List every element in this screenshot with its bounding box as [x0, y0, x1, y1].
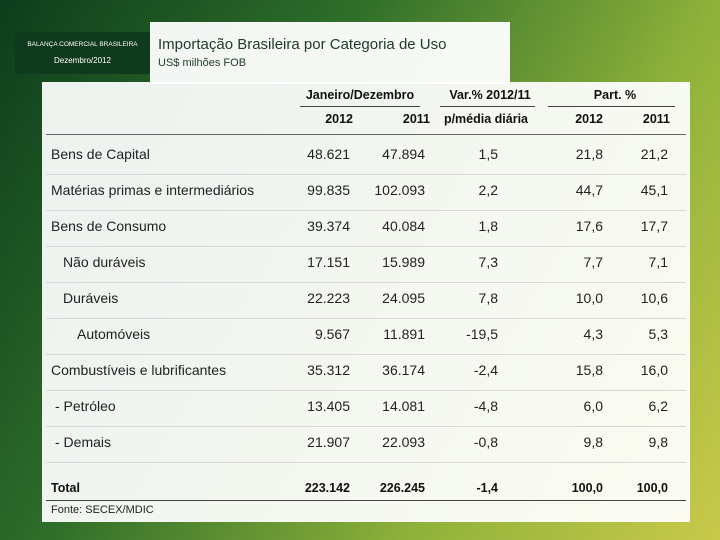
sub-header: 2012: [575, 112, 603, 126]
cell-value: 17,6: [575, 218, 603, 234]
cell-value: 1,8: [478, 218, 498, 234]
row-label: Bens de Capital: [51, 146, 150, 162]
cell-value: 11.891: [383, 326, 425, 342]
sub-header: 2011: [642, 112, 670, 126]
cell-value: 15,8: [575, 362, 603, 378]
cell-value: 39.374: [307, 218, 350, 234]
cell-value: 16,0: [640, 362, 668, 378]
row-label: Duráveis: [63, 290, 119, 306]
total-value: 100,0: [636, 481, 668, 495]
sub-header: 2012: [325, 112, 353, 126]
cell-value: 21,2: [640, 146, 668, 162]
row-separator: [46, 174, 686, 175]
cell-value: 45,1: [640, 182, 668, 198]
total-value: 226.245: [379, 481, 425, 495]
cell-value: 47.894: [382, 146, 425, 162]
cell-value: 9,8: [583, 434, 603, 450]
cell-value: 13.405: [307, 398, 350, 414]
cell-value: 22.223: [307, 290, 350, 306]
row-separator: [46, 210, 686, 211]
cell-value: -2,4: [473, 362, 498, 378]
row-label: - Demais: [55, 434, 112, 450]
cell-value: 7,1: [648, 254, 668, 270]
cell-value: 21,8: [575, 146, 603, 162]
cell-value: 15.989: [382, 254, 425, 270]
row-separator: [46, 246, 686, 247]
cell-value: 36.174: [382, 362, 425, 378]
cell-value: -19,5: [466, 326, 498, 342]
badge-subtitle: Dezembro/2012: [54, 56, 111, 65]
badge: BALANÇA COMERCIAL BRASILEIRA Dezembro/20…: [15, 32, 150, 74]
cell-value: 21.907: [307, 434, 350, 450]
cell-value: -4,8: [473, 398, 498, 414]
group-header: Part. %: [593, 88, 637, 102]
row-label: Combustíveis e lubrificantes: [51, 362, 227, 378]
source: Fonte: SECEX/MDIC: [51, 504, 154, 516]
group-header: Var.% 2012/11: [449, 88, 531, 102]
badge-title: BALANÇA COMERCIAL BRASILEIRA: [27, 41, 138, 48]
sub-header: p/média diária: [443, 112, 528, 126]
cell-value: 2,2: [478, 182, 498, 198]
title: Importação Brasileira por Categoria de U…: [158, 36, 447, 53]
cell-value: 102.093: [374, 182, 425, 198]
cell-value: 17.151: [307, 254, 350, 270]
cell-value: 7,7: [583, 254, 603, 270]
header-rule: [300, 106, 420, 107]
cell-value: 9,8: [648, 434, 668, 450]
cell-value: 24.095: [382, 290, 425, 306]
total-rule: [46, 500, 686, 501]
cell-value: 48.621: [307, 146, 350, 162]
cell-value: 10,0: [575, 290, 603, 306]
cell-value: 4,3: [583, 326, 603, 342]
row-separator: [46, 462, 686, 463]
cell-value: 9.567: [314, 326, 350, 342]
row-label: Matérias primas e intermediários: [51, 182, 255, 198]
subtitle: US$ milhões FOB: [158, 57, 247, 69]
cell-value: 99.835: [307, 182, 350, 198]
cell-value: 1,5: [478, 146, 498, 162]
total-value: -1,4: [476, 481, 498, 495]
sub-header: 2011: [402, 112, 430, 126]
row-separator: [46, 282, 686, 283]
row-separator: [46, 354, 686, 355]
total-value: 223.142: [304, 481, 350, 495]
row-label: Automóveis: [77, 326, 151, 342]
header-rule: [440, 106, 535, 107]
row-label: Bens de Consumo: [51, 218, 167, 234]
cell-value: 5,3: [648, 326, 668, 342]
cell-value: 35.312: [307, 362, 350, 378]
cell-value: 40.084: [382, 218, 425, 234]
cell-value: 7,8: [478, 290, 498, 306]
header-rule: [46, 134, 686, 135]
row-label: Não duráveis: [63, 254, 146, 270]
row-separator: [46, 318, 686, 319]
cell-value: 10,6: [640, 290, 668, 306]
total-value: 100,0: [571, 481, 603, 495]
cell-value: 22.093: [382, 434, 425, 450]
cell-value: 6,0: [583, 398, 603, 414]
group-header: Janeiro/Dezembro: [305, 88, 415, 102]
cell-value: 7,3: [478, 254, 498, 270]
cell-value: 6,2: [648, 398, 668, 414]
header-rule: [548, 106, 675, 107]
cell-value: -0,8: [473, 434, 498, 450]
row-separator: [46, 426, 686, 427]
table-panel: [42, 82, 690, 522]
cell-value: 17,7: [640, 218, 668, 234]
row-label: - Petróleo: [55, 398, 116, 414]
total-label: Total: [51, 481, 80, 495]
header-panel: [150, 22, 510, 84]
row-separator: [46, 390, 686, 391]
cell-value: 14.081: [382, 398, 425, 414]
cell-value: 44,7: [575, 182, 603, 198]
